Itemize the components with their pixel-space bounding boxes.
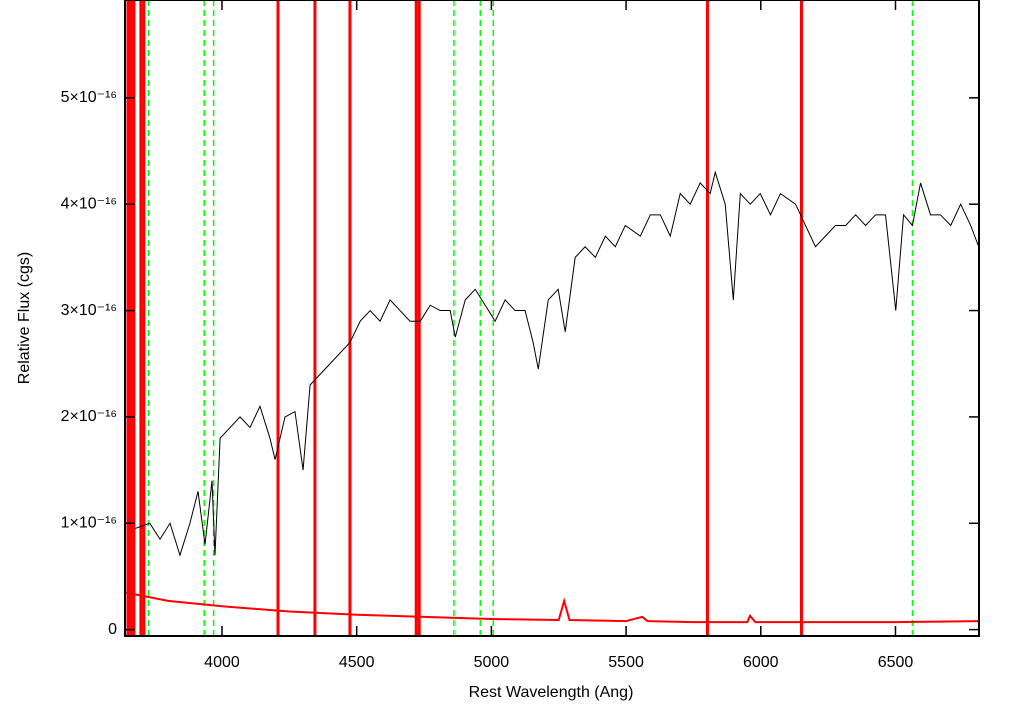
y-tick-label: 5×10⁻¹⁶	[61, 89, 117, 106]
x-tick-label: 6000	[743, 654, 779, 671]
error-spectrum	[124, 591, 980, 624]
spectrum	[134, 170, 980, 557]
y-tick-label: 4×10⁻¹⁶	[61, 195, 117, 212]
x-tick-label: 6500	[878, 654, 914, 671]
x-tick-label: 4000	[204, 654, 240, 671]
plot-frame	[124, 0, 980, 637]
x-axis-label: Rest Wavelength (Ang)	[469, 684, 634, 701]
y-tick-label: 2×10⁻¹⁶	[61, 408, 117, 425]
x-tick-label: 5000	[474, 654, 510, 671]
x-tick-label: 5500	[608, 654, 644, 671]
y-tick-label: 0	[108, 621, 117, 638]
y-axis-label: Relative Flux (cgs)	[16, 252, 33, 384]
y-tick-label: 1×10⁻¹⁶	[61, 514, 117, 531]
y-tick-label: 3×10⁻¹⁶	[61, 302, 117, 319]
x-tick-label: 4500	[339, 654, 375, 671]
